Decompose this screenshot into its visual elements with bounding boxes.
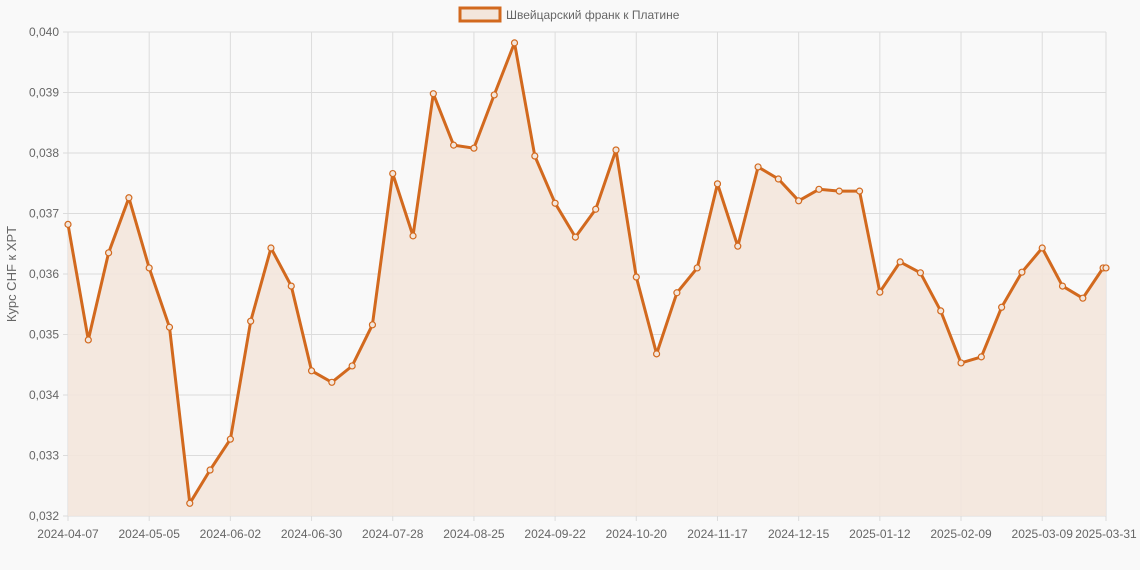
data-point[interactable] — [186, 499, 194, 507]
y-tick-label: 0,037 — [29, 207, 59, 221]
data-point[interactable] — [145, 264, 153, 272]
data-point[interactable] — [64, 220, 72, 228]
data-point[interactable] — [774, 175, 782, 183]
data-point[interactable] — [267, 244, 275, 252]
legend[interactable]: Швейцарский франк к Платине — [458, 6, 680, 23]
data-point[interactable] — [368, 321, 377, 329]
y-tick-label: 0,034 — [29, 388, 59, 402]
data-point[interactable] — [673, 289, 681, 297]
y-axis-ticks: 0,032 0,033 0,034 0,035 0,036 0,037 0,038 0,039… — [29, 25, 59, 523]
data-point[interactable] — [226, 435, 234, 443]
data-point[interactable] — [104, 249, 113, 257]
y-tick-label: 0,036 — [29, 267, 59, 281]
data-point[interactable] — [247, 317, 255, 325]
x-tick-label: 2025-01-12 — [849, 527, 911, 541]
data-point[interactable] — [470, 144, 478, 152]
y-tick-label: 0,032 — [29, 509, 59, 523]
data-point[interactable] — [835, 187, 843, 195]
data-point[interactable] — [652, 350, 661, 358]
data-point[interactable] — [734, 242, 742, 250]
data-point[interactable] — [206, 466, 214, 474]
legend-swatch — [458, 6, 502, 23]
data-point[interactable] — [713, 180, 722, 188]
x-tick-label: 2024-04-07 — [37, 527, 99, 541]
data-point[interactable] — [531, 152, 539, 160]
data-point[interactable] — [328, 378, 336, 386]
x-tick-label: 2024-07-28 — [362, 527, 424, 541]
x-tick-label: 2024-08-25 — [443, 527, 505, 541]
y-tick-label: 0,040 — [29, 25, 59, 39]
x-tick-label: 2024-05-05 — [118, 527, 180, 541]
data-point[interactable] — [855, 187, 864, 195]
y-tick-label: 0,033 — [29, 449, 59, 463]
x-tick-label: 2024-06-30 — [281, 527, 343, 541]
data-point[interactable] — [592, 205, 600, 213]
data-point[interactable] — [84, 336, 92, 344]
y-axis-label: Курс CHF к XPT — [4, 226, 19, 322]
area-fill — [68, 42, 1106, 517]
data-point[interactable] — [977, 353, 985, 361]
x-tick-label: 2024-09-22 — [524, 527, 586, 541]
data-point[interactable] — [125, 194, 133, 202]
x-axis-ticks: 2024-04-07 2024-05-05 2024-06-02 2024-06-30… — [37, 527, 1137, 541]
data-point[interactable] — [876, 288, 884, 296]
x-tick-label: 2025-03-09 — [1012, 527, 1074, 541]
data-point[interactable] — [693, 264, 701, 272]
y-tick-label: 0,035 — [29, 328, 59, 342]
data-point[interactable] — [389, 169, 397, 178]
data-point[interactable] — [165, 323, 174, 331]
x-tick-label: 2024-10-20 — [606, 527, 668, 541]
data-point[interactable] — [1038, 244, 1046, 252]
data-point[interactable] — [510, 39, 519, 47]
data-point[interactable] — [1018, 268, 1026, 276]
y-tick-label: 0,038 — [29, 146, 59, 160]
data-point[interactable] — [490, 91, 498, 99]
x-tick-label: 2025-02-09 — [930, 527, 992, 541]
legend-label: Швейцарский франк к Платине — [506, 8, 680, 22]
data-point[interactable] — [450, 141, 458, 149]
data-point[interactable] — [551, 199, 559, 207]
data-point[interactable] — [571, 233, 580, 241]
data-point[interactable] — [795, 197, 803, 205]
data-point[interactable] — [1102, 264, 1110, 272]
data-point[interactable] — [754, 163, 762, 171]
data-point[interactable] — [937, 307, 945, 315]
x-tick-label: 2024-06-02 — [200, 527, 262, 541]
data-point[interactable] — [307, 367, 316, 375]
data-point[interactable] — [348, 362, 356, 370]
data-point[interactable] — [287, 282, 295, 290]
data-point[interactable] — [409, 232, 417, 240]
data-point[interactable] — [998, 303, 1006, 311]
data-point[interactable] — [815, 185, 823, 193]
data-point[interactable] — [916, 269, 925, 277]
data-point[interactable] — [896, 258, 904, 266]
data-point[interactable] — [612, 146, 620, 154]
data-point[interactable] — [429, 90, 437, 98]
data-points — [64, 39, 1110, 507]
data-point[interactable] — [1079, 294, 1087, 302]
data-point[interactable] — [632, 273, 640, 281]
data-point[interactable] — [1058, 282, 1067, 290]
y-tick-label: 0,039 — [29, 86, 59, 100]
data-point[interactable] — [957, 359, 965, 367]
x-tick-label: 2024-11-17 — [687, 527, 748, 541]
x-tick-label: 2025-03-31 — [1075, 527, 1137, 541]
x-tick-label: 2024-12-15 — [768, 527, 830, 541]
